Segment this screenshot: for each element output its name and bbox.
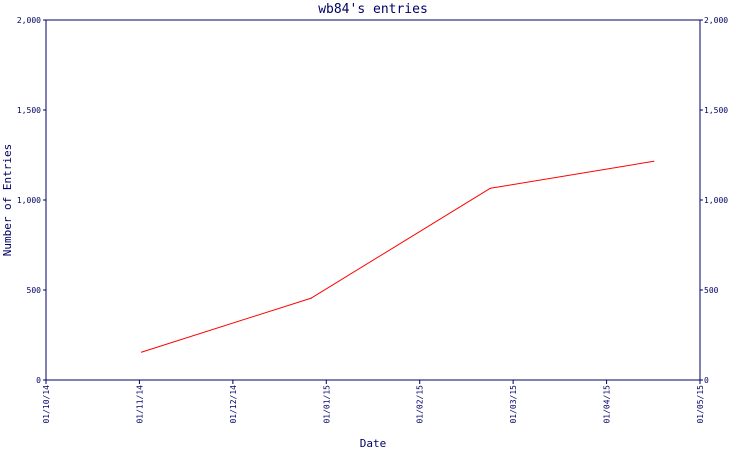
- y-tick-label-left: 1,000: [17, 196, 41, 205]
- x-tick-label: 01/05/15: [696, 385, 705, 424]
- chart-title: wb84's entries: [318, 2, 428, 17]
- series-point: [141, 351, 143, 353]
- y-tick-label-left: 1,500: [17, 106, 41, 115]
- series-line-segment: [490, 160, 654, 189]
- x-tick-label: 01/01/15: [322, 385, 331, 424]
- y-tick-label-right: 1,500: [704, 106, 728, 115]
- x-axis-ticks: 01/10/14 01/11/14 01/12/14 01/01/15 01/02/15…: [42, 380, 705, 424]
- left-y-ticks: 0 500 1,000 1,500 2,000: [17, 16, 46, 385]
- y-tick-label-right: 2,000: [704, 16, 728, 25]
- y-tick-label-right: 1,000: [704, 196, 728, 205]
- x-tick-label: 01/02/15: [416, 385, 425, 424]
- y-tick-label-left: 0: [36, 376, 41, 385]
- series-line-segment: [311, 187, 491, 299]
- x-tick-label: 01/12/14: [229, 385, 238, 424]
- series-point: [310, 297, 312, 299]
- series-point: [489, 187, 491, 189]
- x-tick-label: 01/11/14: [135, 385, 144, 424]
- right-y-ticks: 0 500 1,000 1,500 2,000: [700, 16, 728, 385]
- series-point: [653, 160, 655, 162]
- y-tick-label-left: 500: [27, 286, 42, 295]
- y-axis-title: Number of Entries: [1, 144, 14, 257]
- series-layer: [141, 160, 655, 353]
- x-tick-label: 01/10/14: [42, 385, 51, 424]
- y-tick-label-right: 0: [704, 376, 709, 385]
- y-tick-label-left: 2,000: [17, 16, 41, 25]
- plot-area-frame: [45, 19, 701, 381]
- series-line-segment: [141, 297, 312, 353]
- x-tick-label: 01/04/15: [603, 385, 612, 424]
- x-axis-title: Date: [360, 437, 387, 450]
- y-tick-label-right: 500: [704, 286, 719, 295]
- x-tick-label: 01/03/15: [509, 385, 518, 424]
